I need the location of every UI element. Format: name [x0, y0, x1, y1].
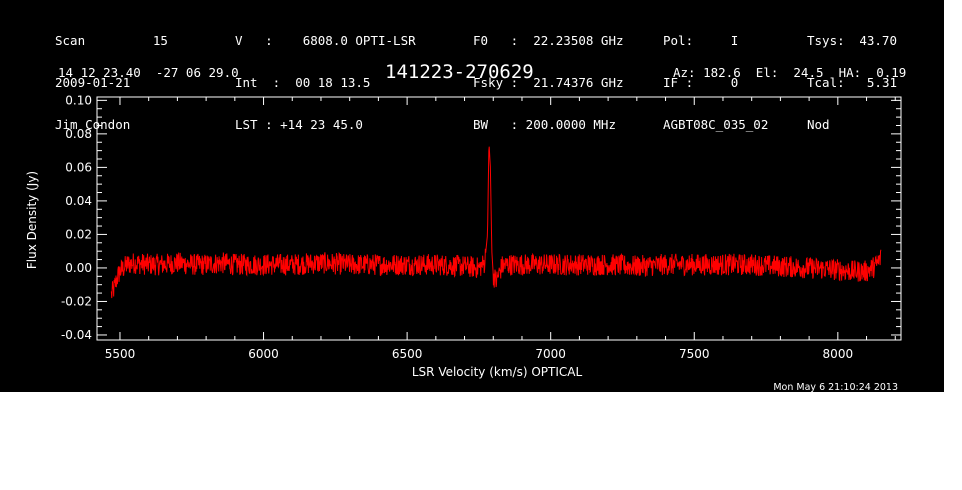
integration-label: Int : 00 18 13.5	[235, 75, 371, 90]
x-tick-label: 8000	[823, 347, 854, 361]
pol-label: Pol: I	[663, 33, 739, 48]
header-col-scan: Scan 15 2009-01-21 Jim Condon	[55, 6, 168, 146]
plot-panel	[0, 0, 944, 392]
y-tick-label: -0.02	[61, 294, 92, 308]
x-axis-label: LSR Velocity (km/s) OPTICAL	[412, 365, 583, 379]
observer-label: Jim Condon	[55, 117, 131, 132]
header-col-tsys-values: 43.70 5.31	[842, 6, 897, 104]
tsys-value: 43.70	[859, 33, 897, 48]
spectrum-chart: 5500 6000 6500 7000 7500 8000 -0.04 -0.02 0.00 0…	[25, 93, 902, 392]
az-el-ha-label: Az: 182.6 El: 24.5 HA: 0.19	[673, 65, 907, 80]
x-tick-label: 5500	[105, 347, 136, 361]
header-col-velocity: V : 6808.0 OPTI-LSR Int : 00 18 13.5 LST…	[235, 6, 416, 146]
y-tick-label: 0.00	[65, 261, 92, 275]
y-ticks: -0.04 -0.02 0.00 0.02 0.04 0.06 0.08 0.10	[61, 93, 901, 342]
source-name: 141223-270629	[385, 61, 534, 83]
timestamp-label: Mon May 6 21:10:24 2013	[773, 382, 898, 392]
date-label: 2009-01-21	[55, 75, 131, 90]
lst-label: LST : +14 23 45.0	[235, 117, 363, 132]
f0-label: F0 : 22.23508 GHz	[473, 33, 624, 48]
x-tick-label: 7500	[679, 347, 710, 361]
coordinates-label: 14 12 23.40 -27 06 29.0	[58, 65, 239, 80]
x-tick-label: 7000	[535, 347, 566, 361]
header-col-tsys: Tsys: Tcal: Nod	[807, 6, 845, 146]
velocity-label: V : 6808.0 OPTI-LSR	[235, 33, 416, 48]
y-tick-label: 0.10	[65, 93, 92, 107]
y-axis-label: Flux Density (Jy)	[25, 171, 39, 269]
axes-frame	[96, 96, 902, 341]
bandwidth-label: BW : 200.0000 MHz	[473, 117, 616, 132]
x-ticks: 5500 6000 6500 7000 7500 8000	[105, 97, 896, 361]
project-label: AGBT08C_035_02	[663, 117, 769, 132]
x-tick-label: 6000	[248, 347, 279, 361]
nod-label: Nod	[807, 117, 830, 132]
scan-label: Scan 15	[55, 33, 168, 48]
x-tick-label: 6500	[392, 347, 423, 361]
if-label: IF : 0	[663, 75, 739, 90]
y-tick-label: 0.06	[65, 160, 92, 174]
y-tick-label: 0.08	[65, 127, 92, 141]
y-tick-label: 0.04	[65, 194, 92, 208]
fsky-label: Fsky : 21.74376 GHz	[473, 75, 624, 90]
tcal-value: 5.31	[866, 75, 897, 90]
y-tick-label: -0.04	[61, 328, 92, 342]
header-col-frequency: F0 : 22.23508 GHz Fsky : 21.74376 GHz BW…	[473, 6, 624, 146]
tsys-label: Tsys:	[807, 33, 845, 48]
header-col-pol: Pol: I IF : 0 AGBT08C_035_02	[663, 6, 768, 146]
y-tick-label: 0.02	[65, 227, 92, 241]
spectrum-series-line	[110, 146, 882, 299]
tcal-label: Tcal:	[807, 75, 845, 90]
